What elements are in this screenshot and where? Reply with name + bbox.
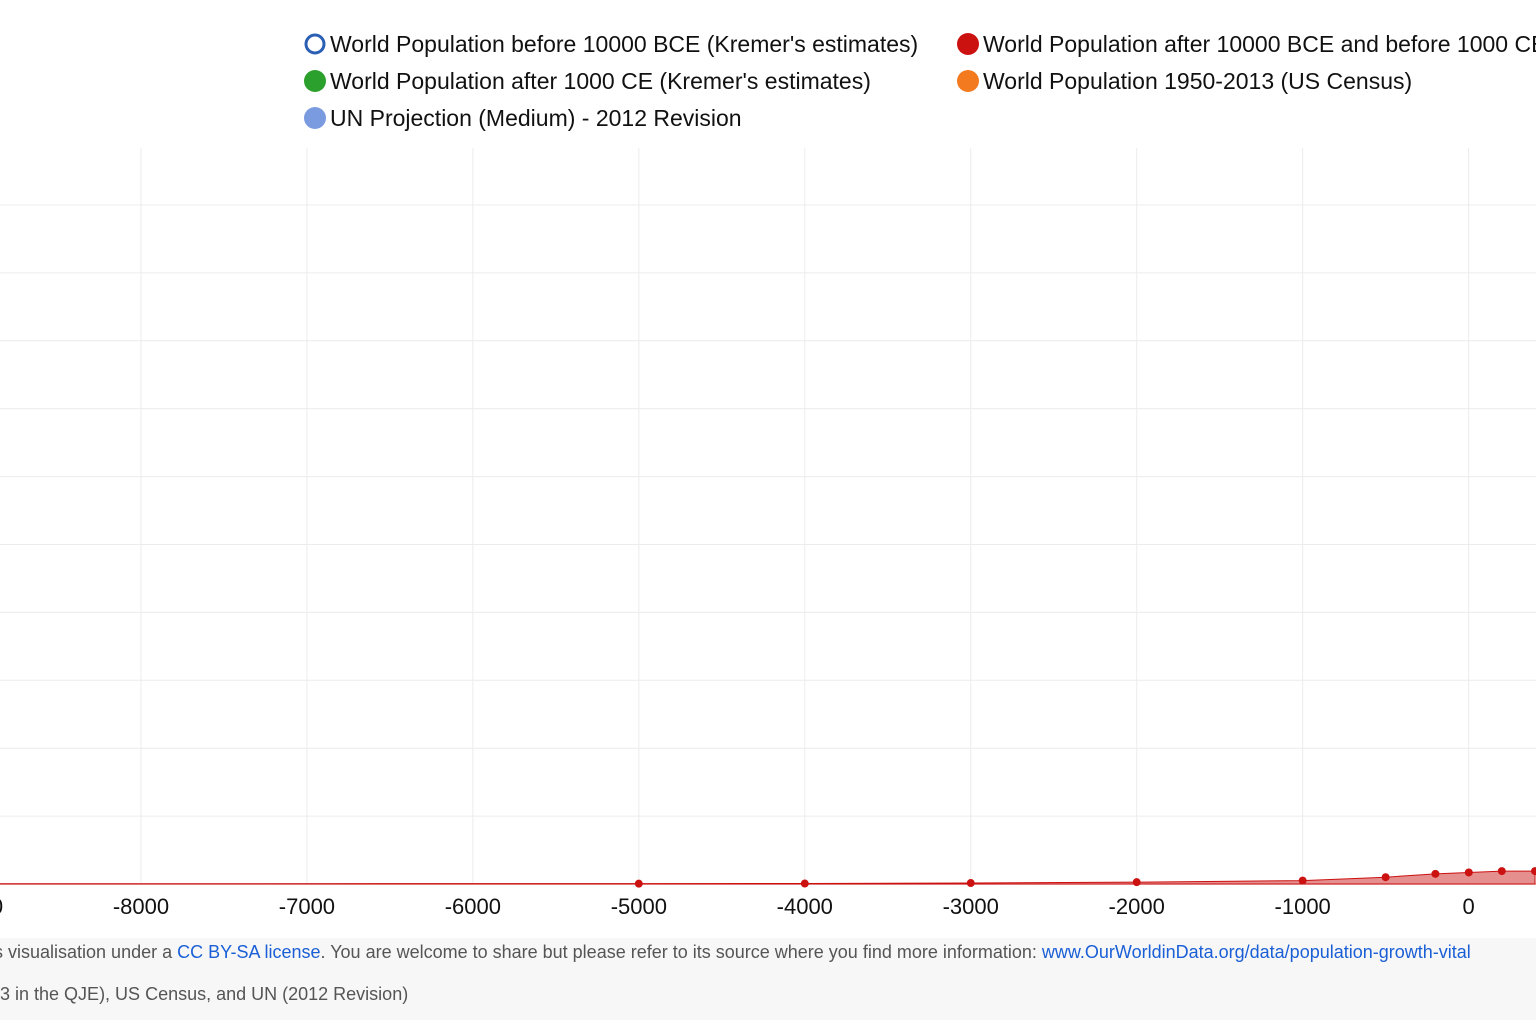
x-tick-label: -1000	[1275, 894, 1331, 919]
legend-label: World Population after 10000 BCE and bef…	[983, 31, 1536, 57]
data-point[interactable]	[800, 879, 809, 888]
data-point[interactable]	[1497, 867, 1506, 876]
chart-footer: is visualisation under a CC BY-SA licens…	[0, 938, 1536, 1020]
legend-item[interactable]: World Population after 10000 BCE and bef…	[957, 31, 1536, 57]
plot-area	[0, 867, 1536, 888]
data-point[interactable]	[1531, 867, 1536, 876]
legend-marker-icon	[957, 70, 979, 92]
legend-item[interactable]: World Population before 10000 BCE (Kreme…	[304, 31, 918, 57]
data-point[interactable]	[1298, 876, 1307, 885]
legend-marker-icon	[304, 33, 326, 55]
data-point[interactable]	[1431, 869, 1440, 878]
x-tick-label: -8000	[113, 894, 169, 919]
x-tick-label: -4000	[777, 894, 833, 919]
x-tick-label: -9000	[0, 894, 3, 919]
data-point[interactable]	[1381, 873, 1390, 882]
license-link[interactable]: CC BY-SA license	[177, 942, 321, 962]
x-tick-label: -6000	[445, 894, 501, 919]
data-sources-note: 03 in the QJE), US Census, and UN (2012 …	[0, 984, 409, 1004]
data-point[interactable]	[1464, 868, 1473, 877]
x-tick-label: -7000	[279, 894, 335, 919]
legend-label: World Population before 10000 BCE (Kreme…	[330, 31, 918, 57]
legend-item[interactable]: World Population after 1000 CE (Kremer's…	[304, 68, 871, 94]
gridlines	[0, 148, 1536, 885]
legend-item[interactable]: UN Projection (Medium) - 2012 Revision	[304, 105, 742, 131]
data-point[interactable]	[1132, 878, 1141, 887]
legend-marker-icon	[957, 33, 979, 55]
x-axis: -9000 -8000 -7000 -6000 -5000 -4000 -3000 -2000…	[0, 894, 1475, 919]
legend: World Population before 10000 BCE (Kreme…	[304, 31, 1536, 131]
x-tick-label: -5000	[611, 894, 667, 919]
data-point[interactable]	[966, 879, 975, 888]
license-text-middle: . You are welcome to share but please re…	[320, 942, 1042, 962]
legend-marker-icon	[304, 70, 326, 92]
legend-label: World Population 1950-2013 (US Census)	[983, 68, 1412, 94]
legend-item[interactable]: World Population 1950-2013 (US Census)	[957, 68, 1412, 94]
x-tick-label: -2000	[1109, 894, 1165, 919]
legend-label: World Population after 1000 CE (Kremer's…	[330, 68, 871, 94]
data-point[interactable]	[634, 879, 643, 888]
series-area	[0, 870, 1536, 885]
source-link[interactable]: www.OurWorldinData.org/data/population-g…	[1041, 942, 1471, 962]
chart: World Population before 10000 BCE (Kreme…	[0, 31, 1536, 919]
license-note: is visualisation under a CC BY-SA licens…	[0, 942, 1471, 963]
x-tick-label: -3000	[943, 894, 999, 919]
license-text-prefix: is visualisation under a	[0, 942, 178, 962]
legend-marker-icon	[304, 107, 326, 129]
x-tick-label: 0	[1462, 894, 1474, 919]
legend-label: UN Projection (Medium) - 2012 Revision	[330, 105, 742, 131]
